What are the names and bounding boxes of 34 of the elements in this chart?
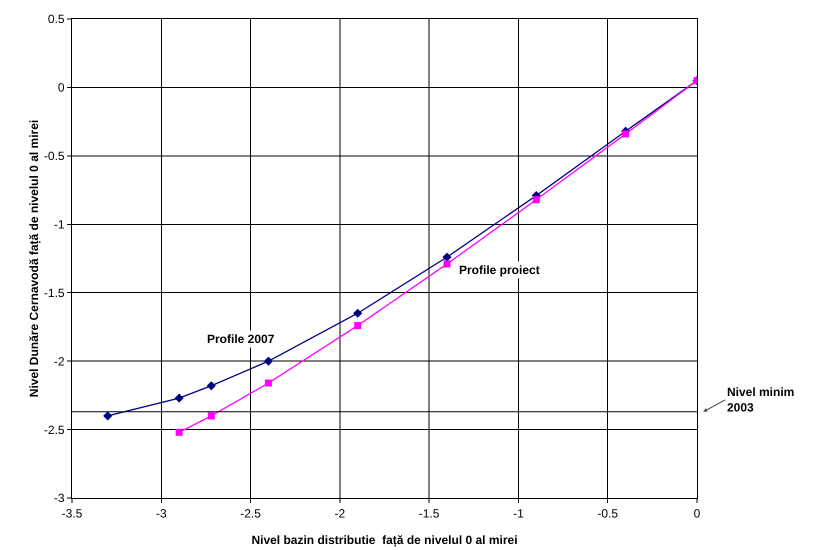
series-label: Profile 2007 bbox=[207, 332, 275, 346]
series-label: Profile proiect bbox=[459, 263, 540, 277]
y-tick-label: 0.5 bbox=[48, 12, 65, 26]
x-tick-label: -0.5 bbox=[597, 506, 618, 520]
y-tick-label: -1 bbox=[54, 217, 65, 232]
y-axis-title: Nivel Dunăre Cernavodă față de nivelul 0 al mirei bbox=[27, 120, 41, 398]
point bbox=[103, 411, 112, 420]
point bbox=[354, 322, 362, 330]
point bbox=[264, 380, 272, 387]
y-tick-label: 0 bbox=[58, 80, 65, 95]
point bbox=[176, 428, 183, 436]
point bbox=[353, 308, 362, 318]
point bbox=[208, 412, 215, 420]
x-axis-title: Nivel bazin distributie față de nivelul 0 al mirei bbox=[251, 533, 518, 547]
x-tick-label: -1.5 bbox=[418, 506, 440, 520]
y-tick-label: -2 bbox=[54, 354, 65, 368]
ref-line-label: Nivel minim 2003 bbox=[727, 385, 794, 415]
point bbox=[622, 130, 630, 138]
x-tick-label: 0 bbox=[694, 506, 701, 520]
x-tick-label: -2.5 bbox=[240, 506, 262, 520]
y-tick-label: -3 bbox=[54, 491, 65, 506]
point bbox=[174, 394, 184, 403]
point bbox=[206, 381, 216, 390]
x-tick-label: -3.5 bbox=[62, 506, 83, 520]
point bbox=[264, 356, 273, 366]
point bbox=[444, 260, 450, 268]
x-tick-label: -1 bbox=[513, 506, 524, 520]
x-tick-label: -2 bbox=[334, 506, 346, 520]
point bbox=[442, 252, 452, 262]
y-tick-label: -1.5 bbox=[44, 286, 65, 300]
y-tick-label: -2.5 bbox=[44, 422, 65, 437]
x-tick-label: -3 bbox=[156, 506, 167, 520]
point bbox=[532, 196, 540, 204]
y-tick-label: -0.5 bbox=[44, 149, 65, 164]
